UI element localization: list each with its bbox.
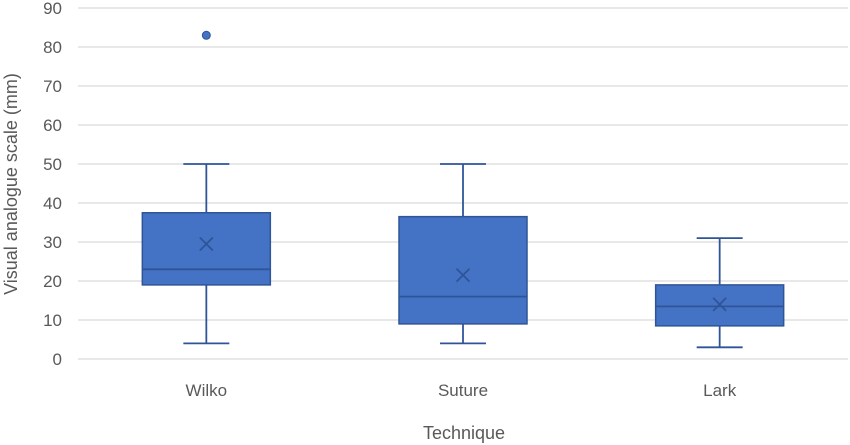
x-axis-tick-labels: Wilko Suture Lark bbox=[186, 381, 737, 400]
mean-marker bbox=[712, 297, 727, 312]
y-tick-label: 30 bbox=[43, 233, 62, 252]
iqr-box bbox=[141, 212, 272, 286]
x-tick-label: Wilko bbox=[186, 381, 228, 400]
y-tick-label: 70 bbox=[43, 77, 62, 96]
y-axis-title: Visual analogue scale (mm) bbox=[1, 73, 21, 295]
y-tick-label: 10 bbox=[43, 311, 62, 330]
boxes bbox=[141, 30, 785, 349]
box-lark bbox=[654, 237, 785, 349]
y-tick-label: 80 bbox=[43, 38, 62, 57]
y-tick-label: 50 bbox=[43, 155, 62, 174]
x-tick-label: Suture bbox=[438, 381, 488, 400]
iqr-box bbox=[398, 215, 528, 325]
y-tick-label: 90 bbox=[43, 0, 62, 18]
y-axis-tick-labels: 0 10 20 30 40 50 60 70 80 90 bbox=[43, 0, 62, 369]
y-tick-label: 60 bbox=[43, 116, 62, 135]
box-suture bbox=[398, 163, 528, 345]
outlier-point bbox=[201, 30, 211, 40]
x-axis-title: Technique bbox=[423, 423, 505, 443]
x-tick-label: Lark bbox=[703, 381, 737, 400]
box-wilko bbox=[141, 30, 272, 345]
y-tick-label: 20 bbox=[43, 272, 62, 291]
mean-marker bbox=[199, 236, 214, 252]
y-tick-label: 0 bbox=[53, 350, 62, 369]
mean-marker bbox=[455, 268, 471, 283]
y-tick-label: 40 bbox=[43, 194, 62, 213]
